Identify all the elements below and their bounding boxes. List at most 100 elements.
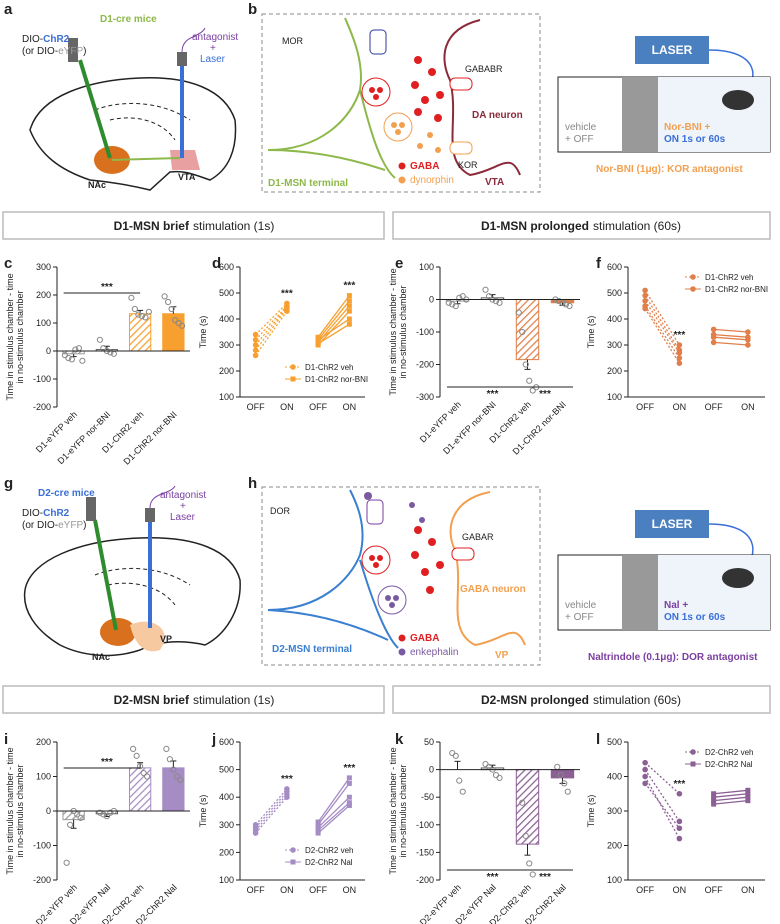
- subject-line: [317, 802, 350, 831]
- text: DIO-: [22, 34, 43, 45]
- data-point: [676, 790, 683, 797]
- y-tick-label: -300: [416, 392, 434, 402]
- subject-line: [255, 791, 288, 828]
- y-tick-label: -200: [416, 360, 434, 370]
- region-label: NAc: [92, 652, 110, 662]
- data-point: [96, 809, 103, 816]
- condition-text: ON 1s or 60s: [664, 612, 726, 623]
- y-tick-label: 200: [36, 290, 51, 300]
- data-point: [161, 293, 168, 300]
- data-point: [642, 766, 648, 773]
- subject-line: [255, 796, 288, 834]
- data-point: [63, 859, 70, 866]
- data-point: [346, 780, 352, 786]
- data-point: [173, 773, 180, 780]
- legend-marker: [290, 364, 296, 370]
- y-tick-label: 400: [219, 314, 234, 324]
- data-point: [284, 308, 290, 315]
- data-point: [676, 350, 683, 356]
- text: eYFP: [58, 520, 83, 531]
- x-tick-label: OFF: [636, 402, 654, 412]
- condition-text: vehicle: [565, 600, 597, 611]
- text: (or DIO-: [22, 520, 58, 531]
- diagram-title: D1-cre mice: [100, 14, 157, 25]
- chart: -200 -100 0 100 200 Time in stimulus chamber …: [5, 737, 190, 924]
- y-tick-label: -200: [416, 875, 434, 885]
- significance-label: ***: [344, 763, 356, 774]
- x-tick-label: OFF: [705, 885, 723, 895]
- y-axis-label: Time in stimulus chamber - time: [5, 747, 15, 874]
- data-point: [710, 339, 717, 346]
- text: D2-MSN prolonged: [481, 693, 589, 707]
- data-point: [711, 801, 717, 807]
- significance-label: ***: [539, 389, 551, 400]
- data-point: [676, 825, 683, 832]
- data-point: [564, 788, 571, 795]
- y-tick-label: 400: [219, 792, 234, 802]
- y-tick-label: 100: [607, 875, 622, 885]
- y-tick-label: 0: [429, 295, 434, 305]
- data-point: [346, 800, 352, 806]
- laser-label: LASER: [652, 517, 693, 531]
- legend-text: dynorphin: [410, 175, 454, 186]
- data-point: [526, 860, 533, 867]
- condition-text: + OFF: [565, 134, 594, 145]
- data-point: [459, 293, 466, 300]
- probe-label: Laser: [200, 54, 226, 65]
- significance-label: ***: [674, 330, 686, 341]
- virus-label: (or DIO-eYFP): [22, 46, 86, 57]
- data-point: [346, 293, 352, 299]
- y-axis-label: Time in stimulus chamber - time: [388, 747, 398, 874]
- panel-label: a: [4, 1, 13, 18]
- data-point: [177, 776, 184, 784]
- data-point: [642, 773, 648, 780]
- text: ChR2: [43, 508, 70, 519]
- subject-line: [255, 310, 288, 356]
- y-tick-label: -100: [416, 820, 434, 830]
- data-point: [135, 311, 142, 318]
- x-tick-label: ON: [673, 402, 687, 412]
- data-point: [456, 777, 463, 784]
- y-tick-label: 100: [219, 392, 234, 402]
- apparatus: LASER vehicle + OFF Nor-BNI + ON 1s or 6…: [557, 36, 771, 175]
- data-point: [449, 749, 456, 757]
- data-point: [252, 342, 259, 348]
- virus-label: (or DIO-eYFP): [22, 520, 86, 531]
- y-tick-label: 500: [219, 765, 234, 775]
- bar: [162, 767, 185, 812]
- data-point: [72, 346, 79, 353]
- legend-label: D1-ChR2 nor-BNI: [305, 375, 368, 384]
- y-axis-label: Time (s): [198, 795, 208, 828]
- data-point: [165, 298, 172, 306]
- data-point: [529, 871, 536, 878]
- data-point: [710, 334, 717, 341]
- terminal-label: D1-MSN terminal: [268, 178, 348, 189]
- text: DIO-: [22, 508, 43, 519]
- legend-marker: [290, 847, 296, 853]
- y-tick-label: -200: [33, 875, 51, 885]
- data-point: [676, 342, 683, 348]
- subject-line: [713, 341, 748, 346]
- y-axis-label: Time (s): [198, 316, 208, 349]
- data-point: [346, 794, 352, 800]
- data-point: [170, 766, 177, 773]
- diagram-title: D2-cre mice: [38, 488, 95, 499]
- panel-label: g: [4, 475, 13, 492]
- y-axis-label: Time (s): [586, 316, 596, 349]
- subject-line: [713, 800, 748, 805]
- y-tick-label: 100: [419, 262, 434, 272]
- subject-line: [713, 796, 748, 802]
- y-tick-label: 300: [36, 262, 51, 272]
- y-tick-label: 0: [46, 806, 51, 816]
- data-point: [252, 347, 259, 354]
- y-tick-label: 0: [429, 765, 434, 775]
- chart: 100 200 300 400 500 600 Time (s) OFF ON OFF ON D1-C…: [586, 262, 768, 412]
- data-point: [128, 294, 135, 301]
- data-point: [346, 316, 352, 322]
- y-tick-label: 300: [219, 820, 234, 830]
- y-axis-label: in no-stimulus chamber: [398, 764, 408, 857]
- text: stimulation (60s): [593, 693, 681, 707]
- text: D2-MSN brief: [114, 693, 190, 707]
- bar: [162, 313, 185, 352]
- y-tick-label: -100: [416, 327, 434, 337]
